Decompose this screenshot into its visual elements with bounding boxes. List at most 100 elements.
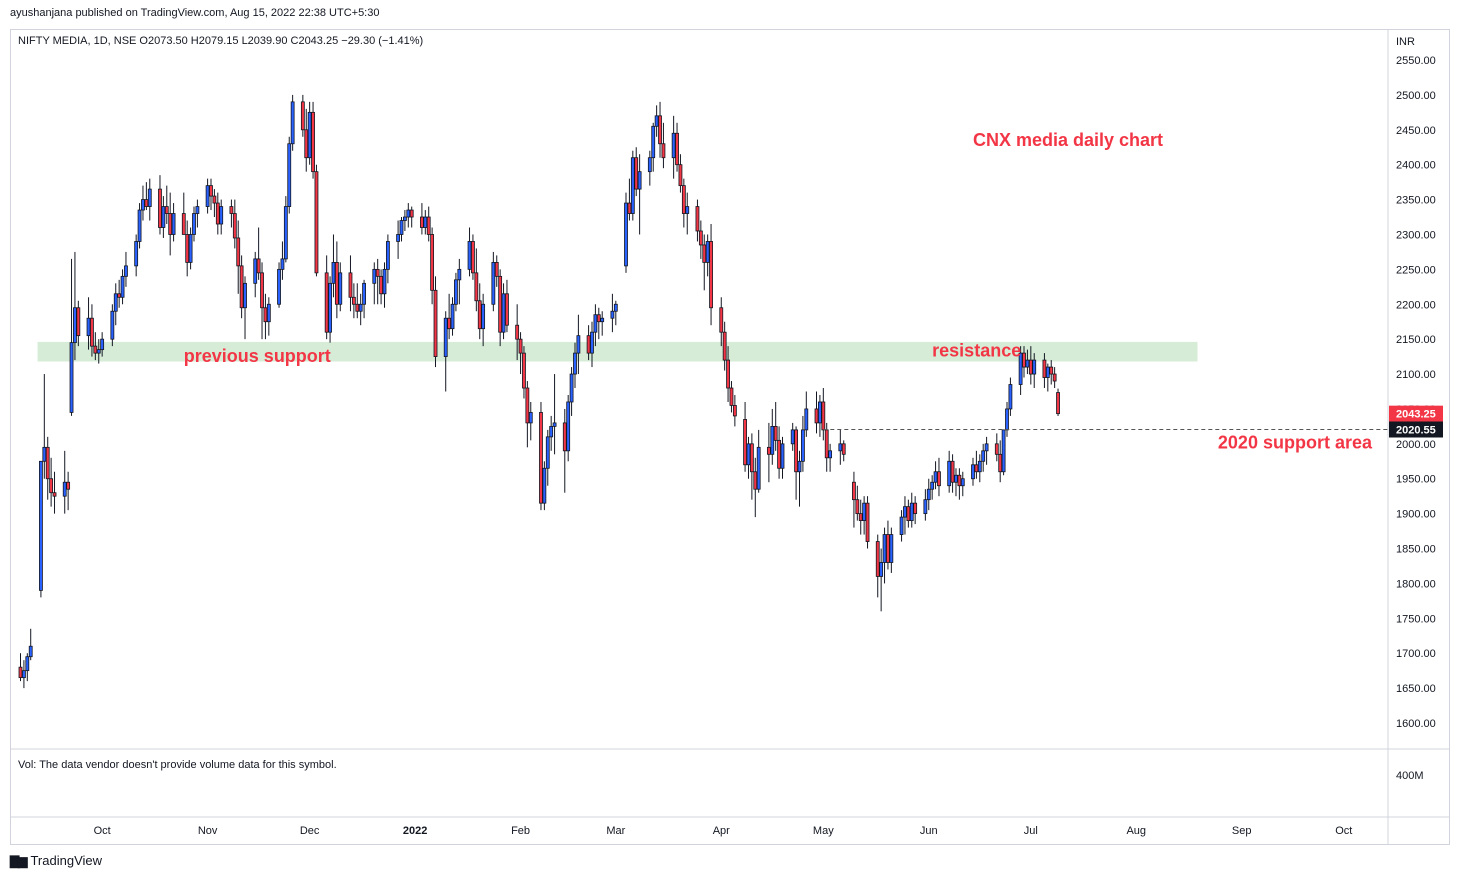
candle-body-up xyxy=(1001,429,1006,473)
candle-body-down xyxy=(49,478,54,494)
axis-layer: INR 2550.00 2500.00 2450.00 2400.00 2350.00 23… xyxy=(11,30,1449,844)
candle-body-down xyxy=(695,206,700,232)
candle xyxy=(113,283,118,326)
candle-body-down xyxy=(52,492,57,497)
candle-body-down xyxy=(515,324,520,340)
candle xyxy=(841,440,846,462)
candle xyxy=(801,415,805,472)
candle-body-up xyxy=(290,101,295,145)
candle xyxy=(164,185,169,225)
candle xyxy=(277,262,281,308)
candle-body-down xyxy=(777,439,781,469)
candle-body-up xyxy=(86,317,91,337)
candle-body-up xyxy=(685,206,690,214)
candle-body-up xyxy=(62,481,67,497)
candle xyxy=(205,178,210,214)
candle-body-up xyxy=(192,213,196,235)
y-tick-label: 2550.00 xyxy=(1396,55,1436,67)
y-tick-label: 1900.00 xyxy=(1396,509,1436,521)
candle-body-down xyxy=(562,422,567,452)
candle-body-up xyxy=(746,443,751,466)
candle-body-down xyxy=(375,268,380,277)
candle xyxy=(328,276,332,343)
candle xyxy=(984,436,989,465)
candle xyxy=(954,468,958,497)
annotation-label: previous support xyxy=(184,346,331,366)
candle-body-down xyxy=(209,185,213,197)
candle-body-down xyxy=(824,429,829,459)
x-tick-label: Aug xyxy=(1126,825,1146,837)
candle-body-down xyxy=(18,666,23,679)
candle-body-down xyxy=(858,513,863,522)
candle xyxy=(658,101,662,158)
candle-body-down xyxy=(300,101,305,131)
candle-body-up xyxy=(137,209,142,242)
candle xyxy=(409,206,414,228)
candle xyxy=(52,471,57,514)
candle xyxy=(168,192,173,256)
candle-body-down xyxy=(229,206,234,214)
candle-body-up xyxy=(790,429,795,445)
candle xyxy=(334,241,339,319)
candle-body-down xyxy=(821,401,826,431)
candle xyxy=(726,346,730,402)
candle-body-up xyxy=(600,317,605,323)
candle-body-down xyxy=(586,335,591,354)
candle-body-up xyxy=(637,171,642,190)
candle-body-down xyxy=(749,443,754,473)
candle-body-up xyxy=(804,408,809,431)
candle xyxy=(477,283,482,340)
candle-body-up xyxy=(1018,352,1023,385)
candle-body-up xyxy=(960,478,965,487)
candle xyxy=(770,408,775,465)
candle-body-up xyxy=(838,443,843,452)
candle xyxy=(926,478,931,511)
candle xyxy=(300,94,305,137)
candle xyxy=(545,429,550,486)
candle xyxy=(66,471,71,511)
x-tick-label: Mar xyxy=(606,825,625,837)
candle xyxy=(144,182,149,211)
candle-body-up xyxy=(647,157,652,173)
candle-body-up xyxy=(113,293,118,312)
candle xyxy=(569,367,574,416)
candle-body-up xyxy=(22,670,26,679)
candle-body-up xyxy=(705,241,710,263)
candle-body-up xyxy=(69,342,74,413)
candle-body-up xyxy=(889,534,894,563)
candle xyxy=(338,262,343,312)
y-tick-label: 2400.00 xyxy=(1396,160,1436,172)
candle-body-up xyxy=(671,132,676,159)
candle-body-down xyxy=(841,443,846,455)
candle xyxy=(1049,360,1054,385)
candle xyxy=(852,471,856,528)
candle xyxy=(304,108,309,172)
candle-body-up xyxy=(552,422,557,427)
candle xyxy=(457,258,462,305)
candle xyxy=(661,122,666,169)
candle xyxy=(1032,353,1037,389)
y-tick-label: 1800.00 xyxy=(1396,578,1436,590)
candle-body-down xyxy=(1056,392,1060,415)
candle-body-up xyxy=(756,446,761,490)
support-resistance-zone xyxy=(37,341,1198,362)
candle-body-up xyxy=(569,373,574,403)
candle-body-up xyxy=(467,241,472,270)
candle xyxy=(777,426,781,479)
candle xyxy=(702,234,707,291)
candle xyxy=(467,227,472,277)
candle-body-up xyxy=(450,303,455,330)
candle xyxy=(821,388,826,441)
candle-body-down xyxy=(144,199,149,207)
x-tick-label: Apr xyxy=(713,825,730,837)
candle xyxy=(454,272,458,312)
footer[interactable]: ▇▆ TradingView xyxy=(10,853,102,868)
candle-body-down xyxy=(886,534,890,563)
candle xyxy=(1022,346,1026,378)
candle-body-down xyxy=(498,275,503,333)
candle-body-up xyxy=(120,275,125,298)
candle-body-up xyxy=(396,234,400,242)
candle xyxy=(290,94,295,151)
candle-body-up xyxy=(134,241,139,267)
